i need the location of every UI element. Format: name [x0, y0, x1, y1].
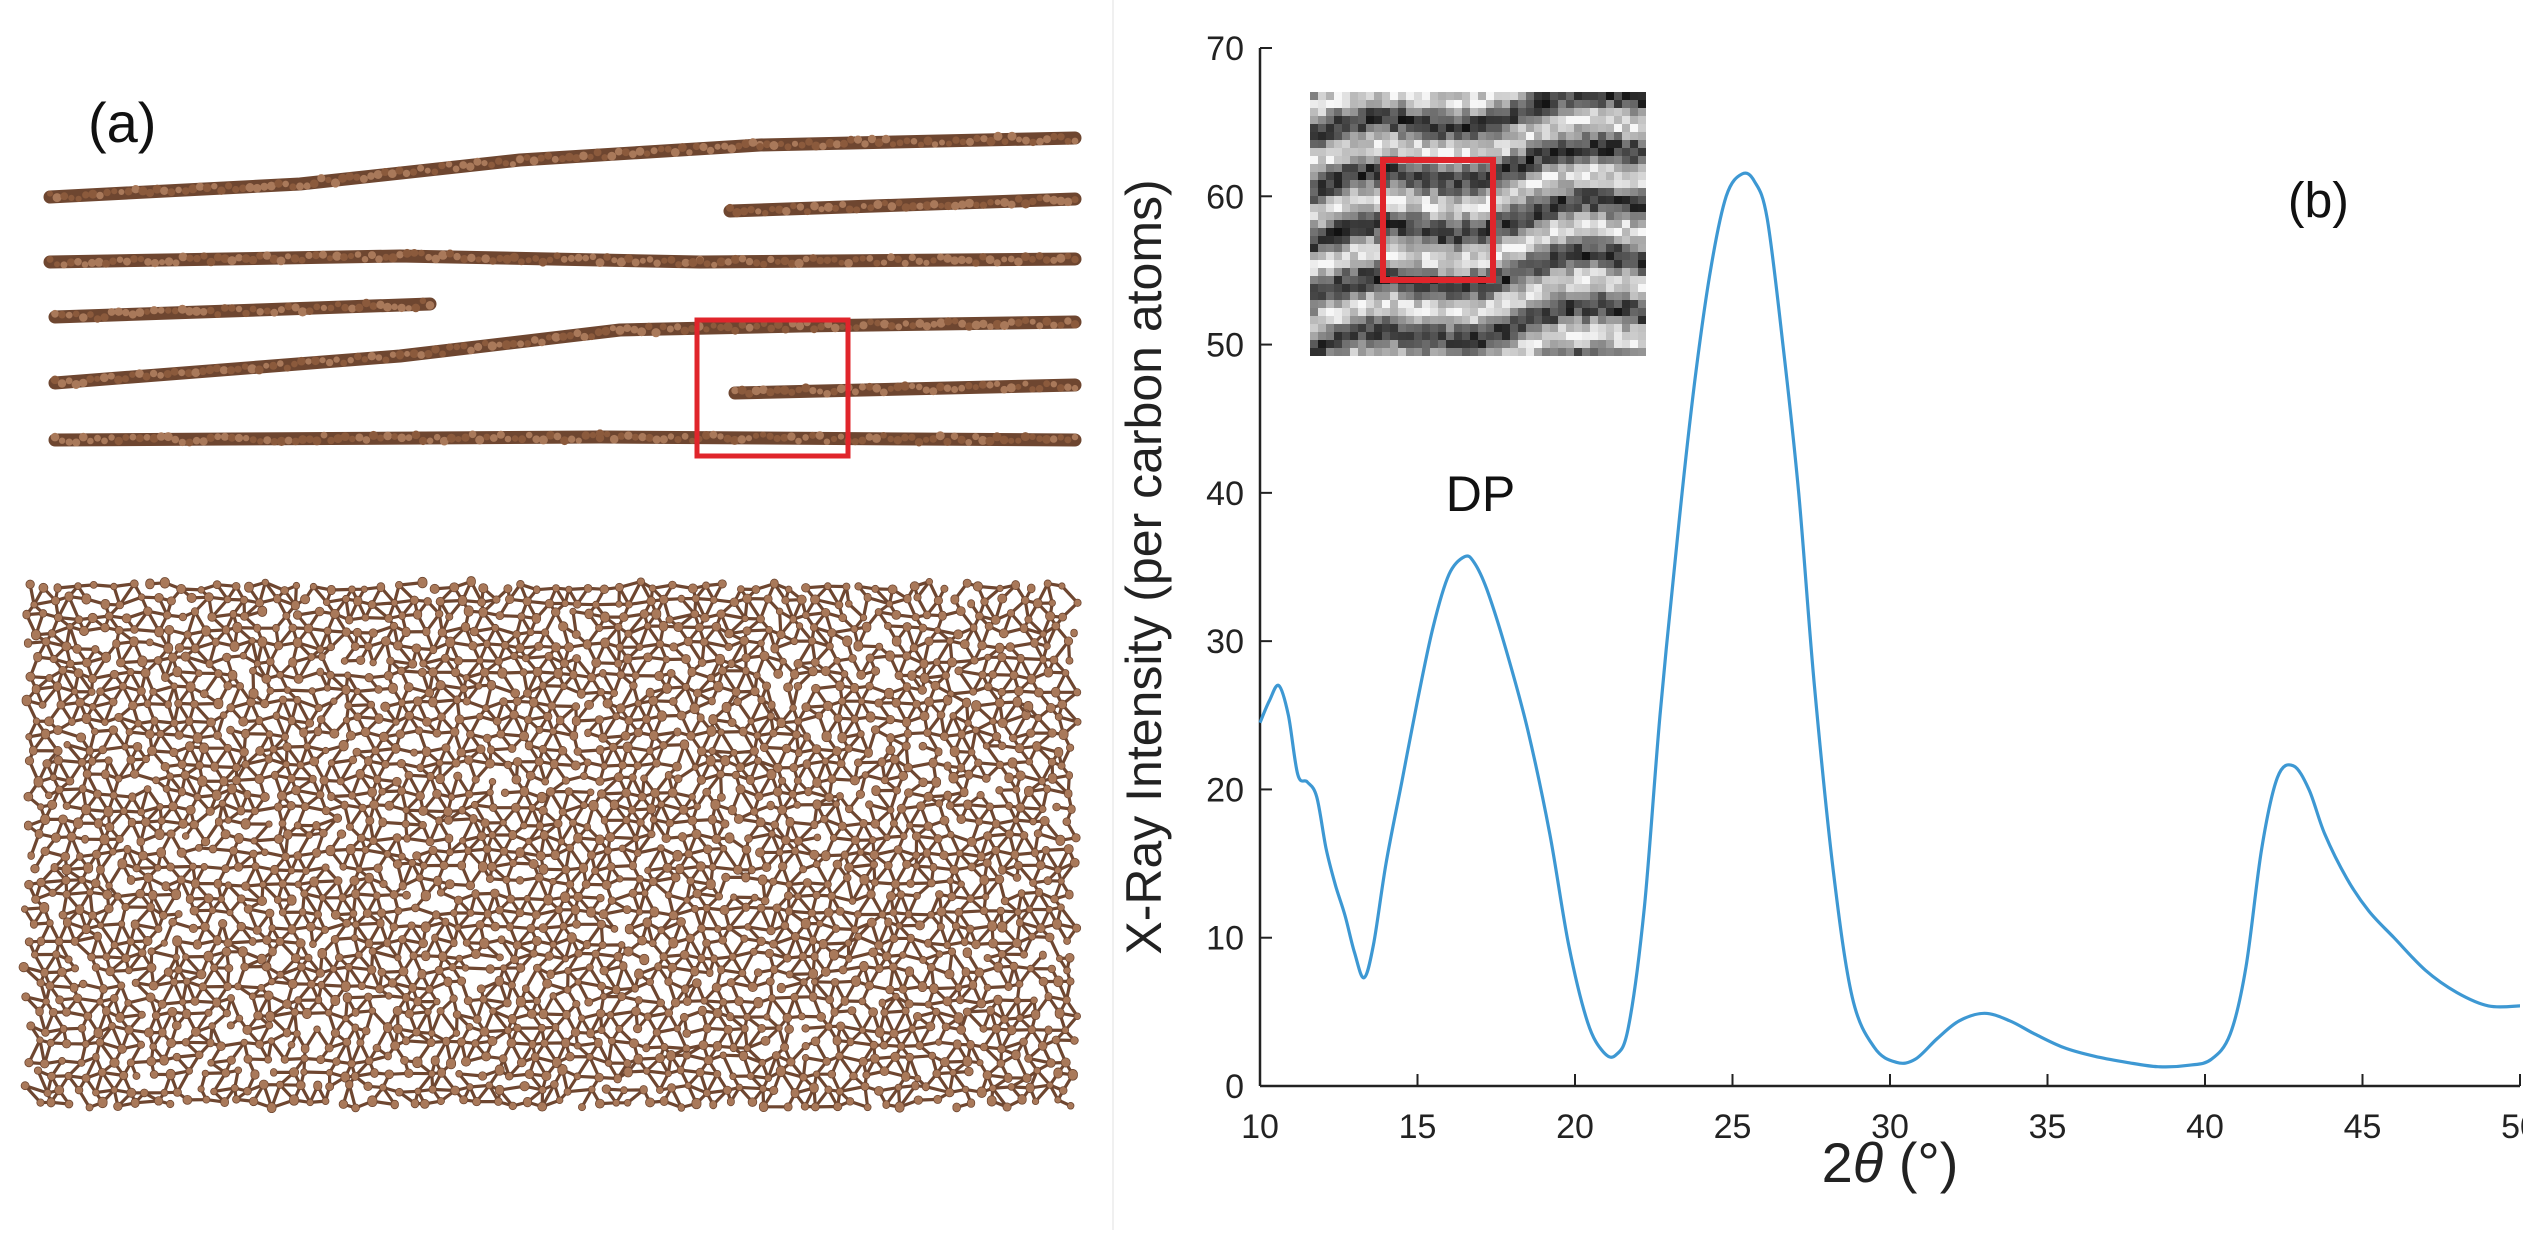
x-axis-label-suffix: (°) [1883, 1131, 1958, 1194]
network-atoms [18, 576, 1082, 1113]
y-tick-label: 50 [1206, 327, 1244, 365]
graphene-layer [48, 297, 437, 324]
panel-b-label: (b) [2288, 172, 2349, 228]
panel-a-canvas: (a) [18, 91, 1085, 1115]
highlight-box-side-view [694, 317, 851, 459]
x-tick-label: 25 [1714, 1108, 1752, 1146]
x-tick-label: 50 [2501, 1108, 2523, 1146]
x-tick-label: 45 [2344, 1108, 2382, 1146]
series-line-xray-intensity [1258, 171, 2521, 1069]
x-axis-label: 2θ (°) [1822, 1131, 1959, 1194]
x-tick-label: 20 [1556, 1108, 1594, 1146]
xray-chart: 101520253035404550010203040506070 X-Ray … [1116, 30, 2523, 1194]
carbon-network-top-view [18, 576, 1085, 1115]
graphene-layer [723, 192, 1082, 218]
y-tick-label: 30 [1206, 623, 1244, 661]
graphene-layer [728, 378, 1082, 400]
graphene-layer [48, 429, 1082, 447]
y-axis-label: X-Ray Intensity (per carbon atoms) [1116, 179, 1172, 954]
x-tick-label: 10 [1241, 1108, 1279, 1146]
inset-fringes [1310, 92, 1646, 356]
graphene-layer [43, 131, 1082, 204]
highlight-box-inset [1380, 157, 1496, 283]
chart-ticks: 101520253035404550010203040506070 [1206, 30, 2523, 1146]
x-tick-label: 40 [2186, 1108, 2224, 1146]
tem-inset-image [1310, 92, 1646, 356]
panel-a-atomistic-structure: (a) [0, 0, 1110, 1230]
x-axis-label-theta: θ [1853, 1131, 1883, 1194]
annotation-dp: DP [1446, 466, 1515, 522]
panel-divider [1112, 0, 1114, 1230]
panel-a-label: (a) [88, 91, 156, 154]
graphene-layer [48, 315, 1082, 390]
y-tick-label: 70 [1206, 30, 1244, 68]
x-tick-label: 35 [2029, 1108, 2067, 1146]
layered-carbon-side-view [43, 131, 1082, 447]
x-axis-label-prefix: 2 [1822, 1131, 1853, 1194]
y-tick-label: 0 [1225, 1068, 1244, 1106]
panel-b-xray-chart: 101520253035404550010203040506070 X-Ray … [1115, 0, 2523, 1230]
y-tick-label: 20 [1206, 771, 1244, 809]
x-tick-label: 30 [1871, 1108, 1909, 1146]
y-tick-label: 40 [1206, 475, 1244, 513]
y-tick-label: 10 [1206, 920, 1244, 958]
y-tick-label: 60 [1206, 178, 1244, 216]
x-tick-label: 15 [1399, 1108, 1437, 1146]
graphene-layer [43, 248, 1082, 269]
